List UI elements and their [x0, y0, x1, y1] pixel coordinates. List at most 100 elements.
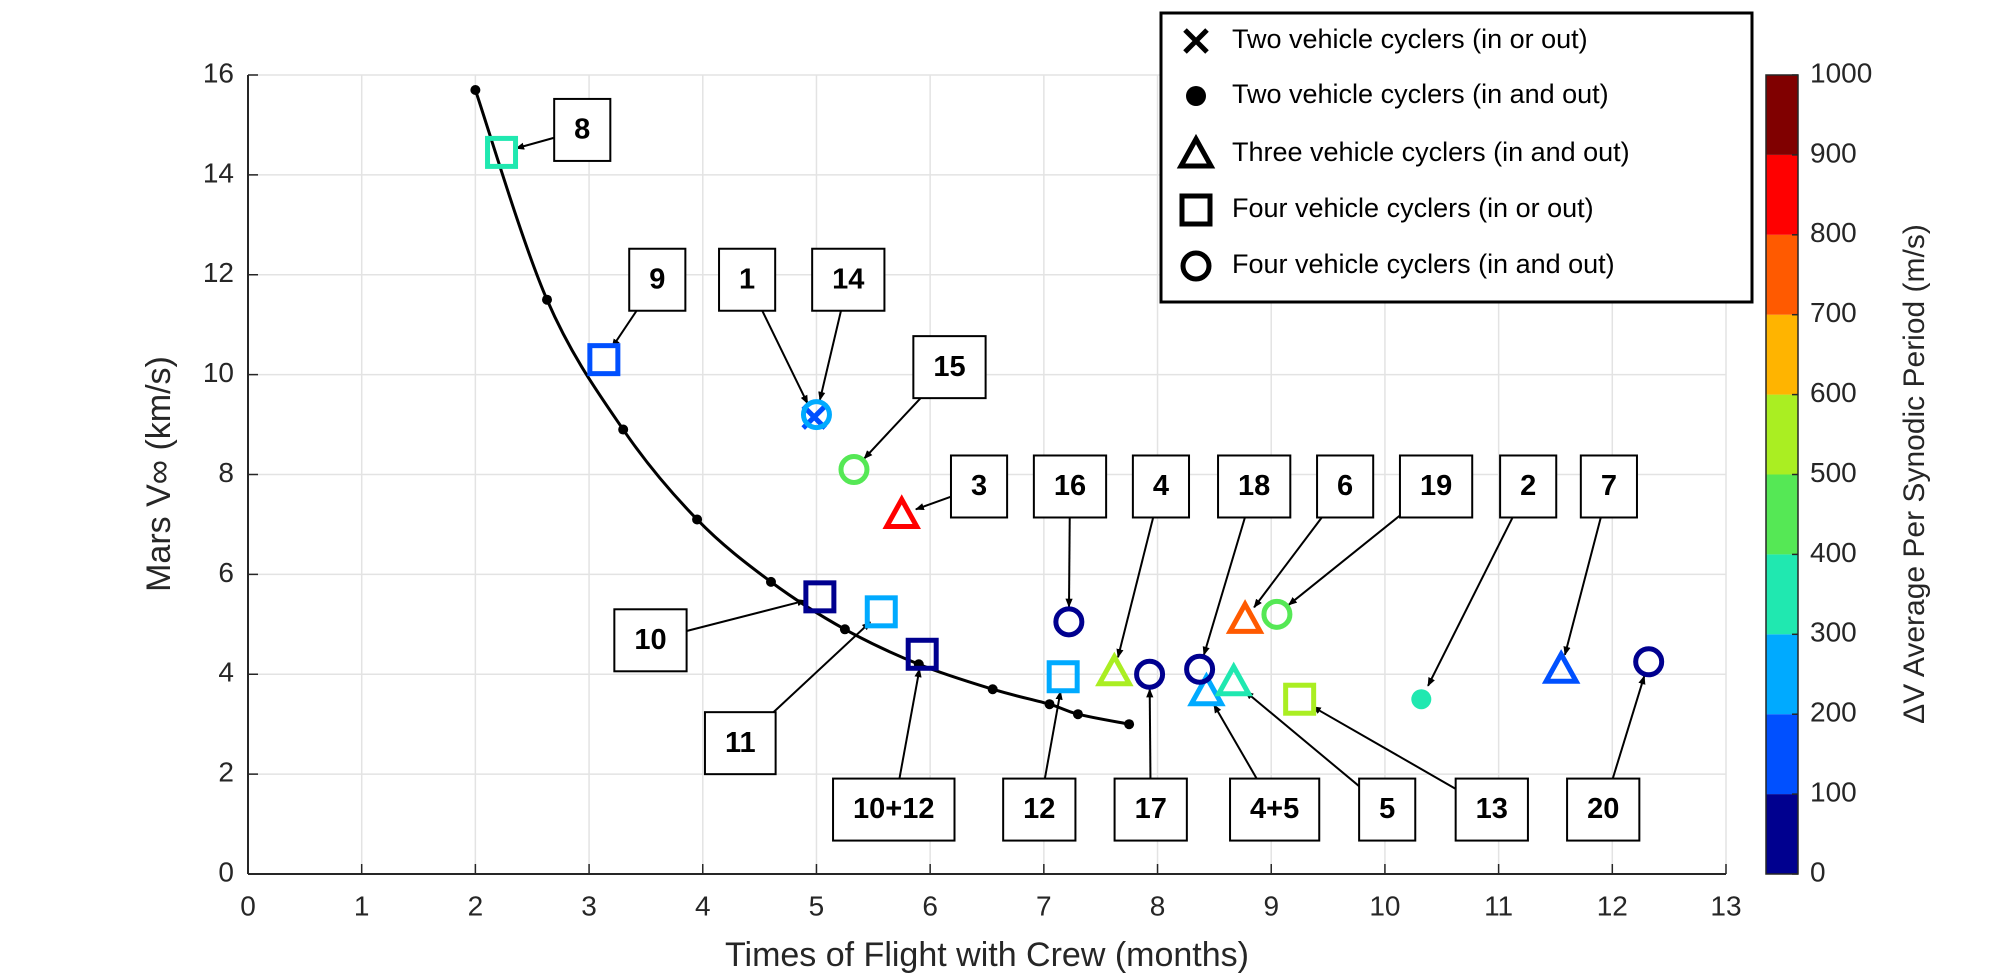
annotation-box [1217, 454, 1292, 519]
x-tick-label: 2 [468, 890, 484, 921]
colorbar-segment [1766, 154, 1798, 235]
annotation-box [811, 247, 886, 312]
colorbar-tick-label: 300 [1810, 617, 1857, 648]
x-tick-label: 11 [1484, 890, 1513, 921]
legend-marker [1180, 250, 1212, 282]
annotation: 4 [1116, 454, 1191, 659]
colorbar-tick-label: 600 [1810, 377, 1857, 408]
colorbar-tick-label: 900 [1810, 137, 1857, 168]
annotation: 13 [1311, 705, 1529, 842]
annotation-label: 19 [1420, 470, 1452, 502]
annotation-arrow [1043, 690, 1063, 779]
legend: Two vehicle cyclers (in or out) Two vehic… [1159, 11, 1754, 304]
annotation-arrow [515, 136, 555, 150]
colorbar-tick-label: 100 [1810, 776, 1857, 807]
data-point [1184, 653, 1216, 685]
annotation-arrow [1146, 688, 1154, 779]
x-tick-label: 13 [1710, 890, 1741, 921]
annotation-box [703, 711, 777, 776]
annotation: 7 [1563, 454, 1638, 656]
data-point [1053, 606, 1085, 638]
data-point [1134, 658, 1166, 690]
annotation-box [1002, 777, 1077, 842]
x-tick-label: 6 [922, 890, 938, 921]
annotation-label: 8 [574, 114, 590, 146]
annotation-label: 4+5 [1250, 793, 1299, 825]
annotation-arrow [686, 599, 807, 632]
data-point [1541, 649, 1581, 684]
colorbar-segment [1766, 554, 1798, 635]
annotation-label: 20 [1587, 793, 1619, 825]
data-point [800, 399, 832, 431]
curve-point [1124, 719, 1135, 730]
annotation-arrow [914, 495, 952, 511]
colorbar-tick-label: 800 [1810, 217, 1857, 248]
annotation-arrow [818, 310, 842, 401]
colorbar-tick-label: 500 [1810, 457, 1857, 488]
y-tick-label: 12 [203, 257, 234, 288]
annotation-label: 15 [933, 351, 965, 383]
annotation-label: 11 [725, 727, 756, 759]
curve-point [765, 576, 776, 587]
annotation-arrow [761, 310, 809, 405]
x-tick-label: 5 [809, 890, 825, 921]
legend-box [1159, 11, 1754, 304]
annotation-label: 16 [1054, 470, 1086, 502]
data-point [905, 637, 939, 671]
annotation-box [613, 608, 688, 673]
data-point [485, 135, 519, 169]
annotation-box [553, 97, 612, 162]
annotation-label: 13 [1476, 793, 1508, 825]
x-tick-label: 7 [1036, 890, 1052, 921]
legend-label: Two vehicle cyclers (in or out) [1232, 24, 1588, 54]
annotation-arrow [1202, 517, 1246, 656]
data-point [1187, 671, 1226, 707]
annotation: 10+12 [832, 668, 956, 842]
legend-marker [1176, 133, 1216, 169]
x-tick-label: 3 [581, 890, 597, 921]
data-point [587, 343, 621, 377]
data-point [1225, 599, 1265, 634]
annotation: 2 [1427, 454, 1558, 687]
legend-label: Three vehicle cyclers (in and out) [1232, 137, 1630, 167]
annotation-label: 10+12 [853, 793, 934, 825]
y-tick-label: 16 [203, 57, 234, 88]
annotation-box [949, 454, 1009, 519]
y-tick-label: 4 [218, 657, 234, 688]
legend-marker [1186, 86, 1206, 106]
colorbar-tick-label: 400 [1810, 537, 1857, 568]
annotation-arrow [1311, 705, 1457, 790]
annotation-box [628, 247, 687, 312]
plot-area [470, 84, 1135, 730]
x-tick-label: 9 [1263, 890, 1279, 921]
annotation-box [1398, 454, 1474, 519]
annotation-arrow [1065, 517, 1073, 608]
annotation-box [1131, 454, 1191, 519]
legend-label: Four vehicle cyclers (in and out) [1232, 249, 1615, 279]
y-tick-label: 6 [218, 557, 234, 588]
annotation: 18 [1202, 454, 1292, 656]
data-point [1046, 660, 1080, 694]
data-point [1261, 598, 1293, 630]
data-point [838, 454, 870, 486]
annotation-arrow [611, 310, 638, 348]
colorbar-tick-label: 1000 [1810, 57, 1872, 88]
data-point [1214, 661, 1253, 697]
markers [485, 135, 1665, 716]
x-tick-label: 0 [240, 890, 256, 921]
annotation-arrow [1213, 703, 1258, 780]
annotation-box [1358, 777, 1417, 842]
legend-marker [1183, 28, 1209, 54]
colorbar-segment [1766, 234, 1798, 315]
y-axis-label: Mars V∞ (km/s) [140, 356, 178, 592]
annotation: 15 [863, 335, 987, 460]
annotation: 1 [718, 247, 809, 405]
annotation-box [1032, 454, 1108, 519]
x-tick-label: 8 [1150, 890, 1166, 921]
annotation-arrow [1244, 690, 1360, 787]
colorbar-tick-label: 200 [1810, 697, 1857, 728]
annotation-box [1566, 777, 1641, 842]
annotation-arrow [1611, 675, 1646, 779]
annotation-arrow [1253, 516, 1323, 609]
